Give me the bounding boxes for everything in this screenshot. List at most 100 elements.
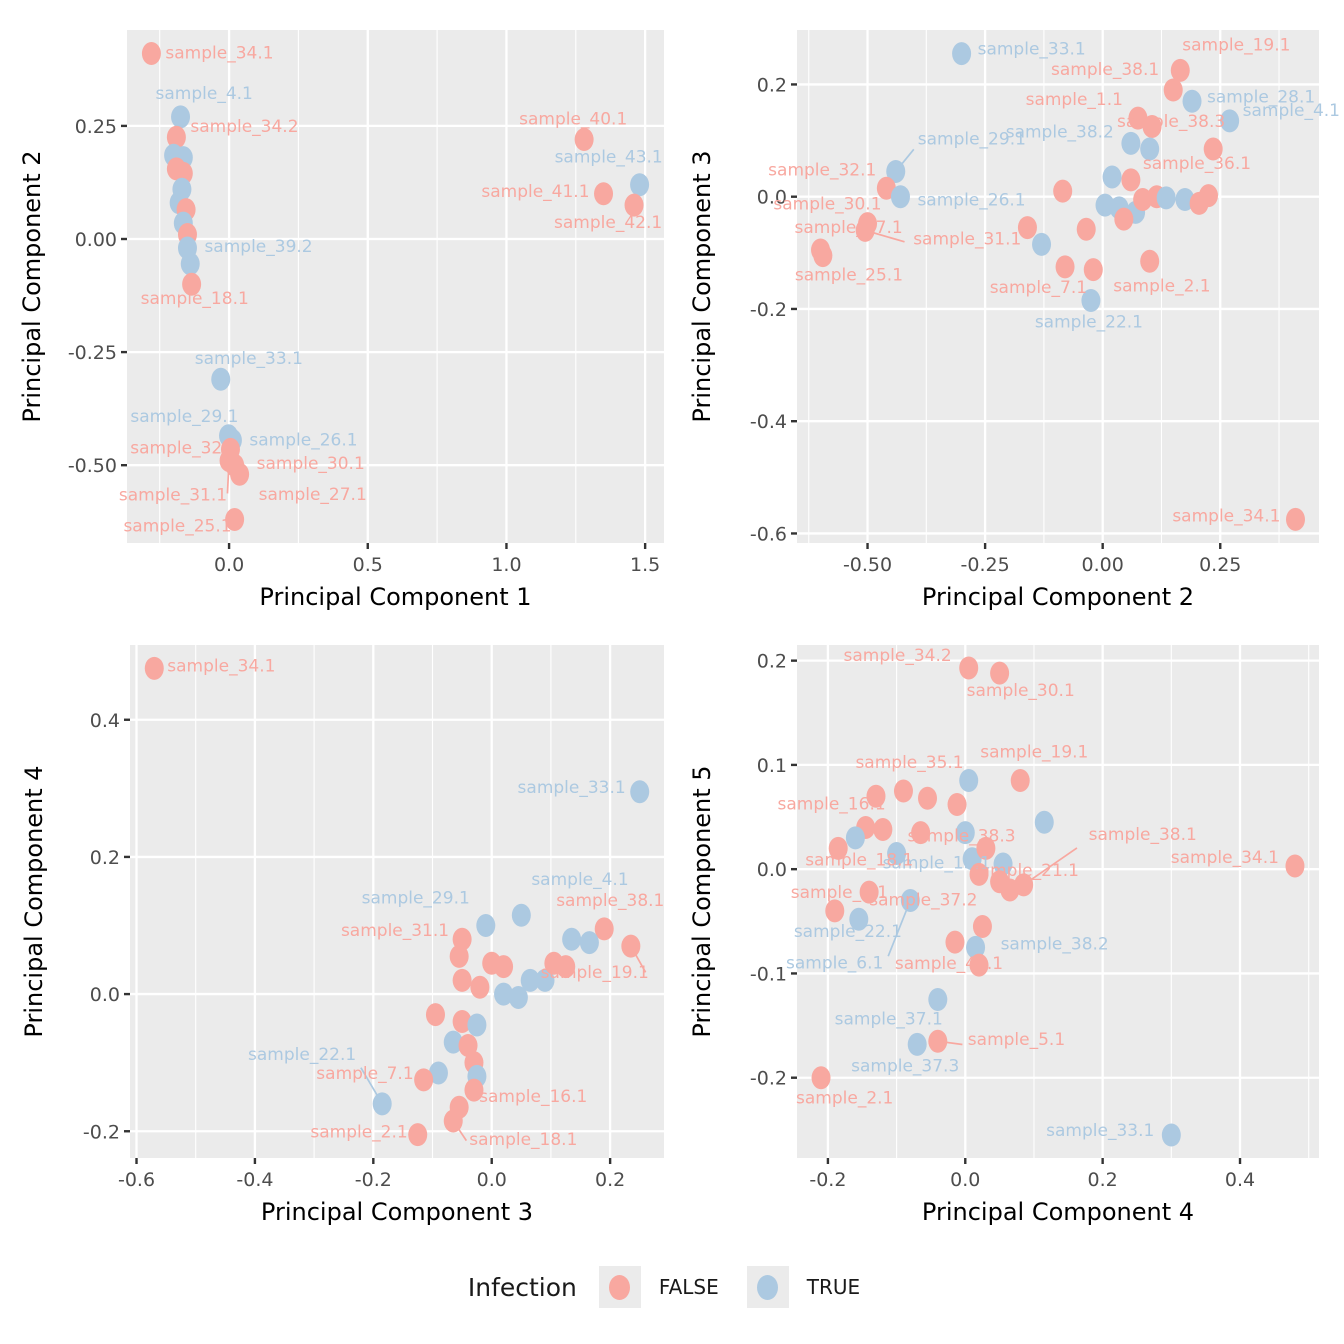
- sample-label-sample_15.1: sample_15.1: [883, 854, 991, 874]
- sample-label-sample_34.2: sample_34.2: [844, 646, 952, 666]
- data-point-sample_1.1: [1128, 106, 1148, 130]
- x-tick-label: -0.25: [961, 554, 1010, 576]
- data-point: [1034, 810, 1054, 834]
- data-point: [1156, 186, 1176, 210]
- sample-label-sample_32.1: sample_32.1: [130, 438, 238, 458]
- y-tick-label: 0.00: [75, 229, 117, 251]
- data-point: [955, 821, 975, 845]
- sample-label-sample_37.1: sample_37.1: [835, 1010, 943, 1030]
- y-tick-label: 0.25: [75, 116, 117, 138]
- data-point-sample_4.1: [171, 105, 191, 129]
- data-point-sample_33.1: [211, 367, 231, 391]
- sample-label-sample_6.1: sample_6.1: [786, 953, 883, 973]
- data-point: [452, 968, 472, 992]
- data-point: [1095, 193, 1115, 217]
- data-point-sample_2.1: [408, 1123, 428, 1147]
- sample-label-sample_34.1: sample_34.1: [165, 44, 273, 64]
- data-point-sample_19.1: [621, 934, 641, 958]
- sample-label-sample_5.1: sample_5.1: [968, 1030, 1065, 1050]
- y-tick-label: -0.2: [83, 1121, 120, 1143]
- y-tick-label: 0.4: [90, 710, 120, 732]
- data-point-sample_37.3: [907, 1032, 927, 1056]
- x-axis-title-pc3-vs-pc4: Principal Component 3: [261, 1198, 533, 1226]
- sample-label-sample_29.1: sample_29.1: [918, 129, 1026, 149]
- sample-label-sample_19.1: sample_19.1: [541, 963, 649, 983]
- sample-label-sample_25.1: sample_25.1: [795, 266, 903, 286]
- x-tick-label: 0.00: [1082, 554, 1124, 576]
- x-tick-label: 0.4: [1225, 1169, 1255, 1191]
- data-point-sample_38.2: [1121, 131, 1141, 155]
- y-tick-label: 0.2: [757, 74, 787, 96]
- sample-label-sample_27.1: sample_27.1: [795, 218, 903, 238]
- plot-pc1-vs-pc2: 0.0 0.5 1.0 1.5 0.25 0.00 -0.25 -0.50 sample_34.…: [0, 0, 672, 624]
- y-tick-label: 0.2: [90, 847, 120, 869]
- data-point: [976, 836, 996, 860]
- data-point-sample_34.1: [1285, 507, 1305, 531]
- sample-label-sample_31.1: sample_31.1: [913, 229, 1021, 249]
- data-point-sample_5.1: [928, 1029, 948, 1053]
- data-point-sample_25.1: [813, 244, 833, 268]
- y-tick-label: -0.4: [750, 411, 787, 433]
- panel-background: [797, 645, 1319, 1158]
- data-point-sample_29.1: [476, 914, 496, 938]
- sample-label-sample_37.3: sample_37.3: [851, 1056, 959, 1076]
- sample-label-sample_2.1: sample_2.1: [1113, 277, 1210, 297]
- sample-label-sample_42.1: sample_42.1: [554, 213, 662, 233]
- plot-svg-pc1-vs-pc2: 0.0 0.5 1.0 1.5 0.25 0.00 -0.25 -0.50 sample_34.…: [18, 30, 664, 611]
- data-point: [1140, 137, 1160, 161]
- sample-label-sample_39.2: sample_39.2: [204, 237, 312, 257]
- sample-label-sample_28.1: sample_28.1: [1207, 87, 1315, 107]
- y-axis-title-pc3-vs-pc4: Principal Component 4: [20, 765, 48, 1037]
- sample-label-sample_22.1: sample_22.1: [248, 1045, 356, 1065]
- data-point: [1114, 207, 1134, 231]
- data-point-sample_29.1: [886, 159, 906, 183]
- data-point: [845, 826, 865, 850]
- data-point: [866, 784, 886, 808]
- sample-label-sample_40.1: sample_40.1: [519, 109, 627, 129]
- data-point-sample_18.1: [182, 272, 202, 296]
- sample-label-sample_26.1: sample_26.1: [249, 430, 357, 450]
- sample-label-sample_38.2: sample_38.2: [1006, 122, 1114, 142]
- data-point-sample_34.1: [141, 42, 161, 66]
- data-point: [993, 852, 1013, 876]
- data-point-sample_34.1: [1285, 854, 1305, 878]
- data-point-sample_33.1: [1161, 1123, 1181, 1147]
- data-point: [579, 931, 599, 955]
- plot-pc2-vs-pc3: -0.50 -0.25 0.00 0.25 0.2 0.0 -0.2 -0.4 -0.6 samp…: [672, 0, 1344, 624]
- data-point-sample_7.1: [1055, 255, 1075, 279]
- y-tick-label: -0.6: [750, 523, 787, 545]
- sample-label-sample_30.1: sample_30.1: [967, 681, 1075, 701]
- y-tick-label: -0.50: [68, 455, 117, 477]
- x-tick-label: -0.50: [843, 554, 892, 576]
- data-point-sample_34.1: [144, 656, 164, 680]
- data-point-sample_37.1: [928, 988, 948, 1012]
- data-point: [180, 252, 200, 276]
- y-tick-label: 0.2: [757, 651, 787, 673]
- sample-label-sample_34.1: sample_34.1: [1172, 506, 1280, 526]
- sample-label-sample_25.1: sample_25.1: [123, 516, 231, 536]
- data-point: [969, 953, 989, 977]
- plot-svg-pc4-vs-pc5: -0.2 0.0 0.2 0.4 0.2 0.1 0.0 -0.1 -0.2 sample_34.…: [688, 645, 1319, 1226]
- y-tick-label: -0.2: [750, 299, 787, 321]
- data-point-sample_33.1: [952, 42, 972, 66]
- true-dot-icon: [757, 1274, 779, 1300]
- data-point-sample_6.1: [900, 888, 920, 912]
- data-point-sample_38.1: [1163, 78, 1183, 102]
- data-point-sample_34.2: [166, 125, 186, 149]
- data-point: [1017, 216, 1037, 240]
- data-point-sample_19.1: [1010, 769, 1030, 793]
- data-point-sample_37.2: [972, 915, 992, 939]
- sample-label-sample_18.1: sample_18.1: [141, 289, 249, 309]
- data-point: [452, 1010, 472, 1034]
- sample-label-sample_26.1: sample_26.1: [917, 191, 1025, 211]
- sample-label-sample_18.1: sample_18.1: [469, 1130, 577, 1150]
- x-tick-label: -0.6: [118, 1169, 155, 1191]
- data-point: [947, 793, 967, 817]
- data-point: [508, 986, 528, 1010]
- data-point: [1140, 249, 1160, 273]
- data-point-sample_30.1: [990, 661, 1010, 685]
- legend-label-true: TRUE: [806, 1275, 861, 1299]
- data-point-sample_38.1: [594, 917, 614, 941]
- sample-label-sample_7.1: sample_7.1: [990, 278, 1087, 298]
- sample-label-sample_27.1: sample_27.1: [259, 485, 367, 505]
